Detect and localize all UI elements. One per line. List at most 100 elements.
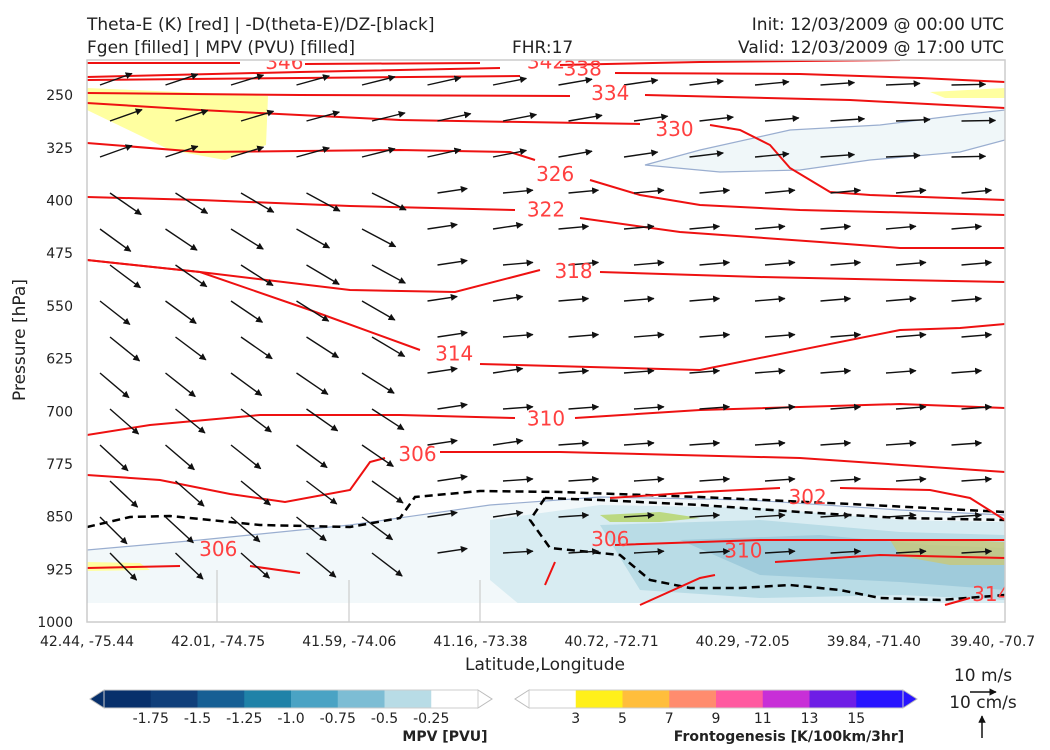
wind-arrow bbox=[296, 444, 328, 469]
wind-arrow bbox=[689, 295, 721, 303]
wind-arrow bbox=[371, 408, 405, 431]
wind-arrow bbox=[895, 403, 927, 411]
wind-arrow bbox=[699, 403, 731, 411]
wind-arrow bbox=[885, 223, 917, 231]
wind-arrow bbox=[568, 259, 600, 267]
colorbar-max-arrow bbox=[902, 689, 918, 709]
wind-arrow bbox=[558, 76, 593, 86]
wind-arrow bbox=[689, 511, 721, 519]
wind-arrow bbox=[820, 511, 852, 519]
colorbar-tick-label: -1.0 bbox=[277, 711, 304, 727]
y-tick-label: 775 bbox=[46, 457, 73, 473]
wind-arrow bbox=[492, 148, 528, 158]
wind-arrow bbox=[623, 295, 655, 303]
wind-arrow bbox=[558, 367, 590, 375]
wind-arrow bbox=[175, 408, 206, 434]
wind-arrow bbox=[830, 187, 862, 195]
x-tick-label: 41.59, -74.06 bbox=[302, 634, 396, 650]
theta-e-line-318 bbox=[87, 259, 1005, 294]
wind-arrow bbox=[99, 72, 133, 86]
wind-arrow bbox=[109, 408, 140, 435]
wind-arrow bbox=[820, 151, 856, 159]
wind-arrow bbox=[361, 300, 396, 321]
colorbar-swatch bbox=[716, 690, 764, 708]
wind-arrow bbox=[699, 331, 731, 339]
title-left-line1: Theta-E (K) [red] | -D(theta-E)/DZ-[blac… bbox=[87, 15, 435, 35]
wind-arrow bbox=[633, 331, 665, 339]
wind-arrow bbox=[951, 367, 983, 375]
wind-arrow bbox=[427, 365, 458, 374]
fgen-fill-upper-left bbox=[87, 88, 268, 160]
colorbar-swatch bbox=[529, 690, 577, 708]
wind-arrow bbox=[502, 187, 534, 195]
x-tick-label: 41.16, -73.38 bbox=[433, 634, 527, 650]
wind-arrow bbox=[240, 264, 274, 287]
wind-arrow bbox=[230, 516, 261, 543]
colorbar-tick-label: 11 bbox=[754, 711, 772, 727]
y-axis-label: Pressure [hPa] bbox=[10, 279, 30, 401]
colorbar-tick-label: 9 bbox=[712, 711, 721, 727]
wind-arrow bbox=[699, 548, 731, 556]
wind-arrow bbox=[296, 228, 331, 249]
theta-e-line-334 bbox=[87, 92, 1005, 109]
wind-arrow bbox=[492, 293, 524, 302]
wind-arrow bbox=[951, 439, 983, 447]
fgen-fill-upper-right bbox=[930, 88, 1005, 98]
wind-arrow bbox=[437, 473, 468, 482]
wind-arrow bbox=[830, 403, 862, 411]
theta-e-label: 314 bbox=[435, 342, 473, 366]
wind-arrow bbox=[99, 516, 128, 545]
wind-arrow bbox=[109, 552, 138, 581]
wind-arrow bbox=[764, 114, 800, 122]
wind-arrow bbox=[230, 372, 263, 397]
wind-arrow bbox=[961, 117, 997, 125]
theta-e-line-338 bbox=[87, 72, 1005, 83]
wind-arrow bbox=[699, 187, 731, 195]
colorbar-swatch bbox=[384, 690, 432, 708]
wind-key: 10 m/s 10 cm/s bbox=[949, 666, 1017, 738]
y-tick-label: 700 bbox=[46, 404, 73, 420]
wind-arrow bbox=[427, 293, 458, 302]
colorbar-swatch bbox=[150, 690, 198, 708]
wind-arrow bbox=[99, 228, 132, 252]
wind-arrow bbox=[764, 187, 796, 195]
wind-arrow bbox=[754, 295, 786, 303]
wind-arrow bbox=[109, 192, 142, 216]
wind-arrow bbox=[492, 509, 524, 518]
theta-e-label: 310 bbox=[527, 406, 565, 430]
theta-e-label: 330 bbox=[655, 117, 693, 141]
wind-arrow bbox=[961, 403, 993, 411]
theta-e-label: 346 bbox=[265, 50, 303, 74]
wind-arrow bbox=[885, 439, 917, 447]
wind-arrow bbox=[558, 439, 590, 447]
wind-arrow bbox=[427, 221, 458, 230]
wind-arrow bbox=[764, 548, 796, 556]
fgen-colorbar-label: Frontogenesis [K/100km/3hr] bbox=[674, 729, 904, 745]
wind-arrow bbox=[895, 475, 927, 483]
wind-arrow bbox=[109, 108, 143, 122]
wind-arrow bbox=[165, 144, 199, 158]
wind-arrow bbox=[437, 329, 468, 338]
colorbar-swatch bbox=[856, 690, 904, 708]
wind-arrow bbox=[99, 444, 129, 472]
wind-arrow bbox=[895, 259, 927, 267]
wind-arrow bbox=[895, 331, 927, 339]
theta-e-label: 306 bbox=[398, 442, 436, 466]
wind-arrow bbox=[623, 511, 655, 519]
theta-e-line-306b bbox=[544, 539, 1005, 586]
y-tick-label: 550 bbox=[46, 299, 73, 315]
wind-arrow bbox=[885, 80, 921, 88]
wind-arrow bbox=[502, 259, 534, 267]
colorbar-border bbox=[528, 689, 904, 709]
wind-arrow bbox=[371, 480, 404, 504]
bottom-blank bbox=[87, 603, 1005, 622]
wind-arrow bbox=[830, 331, 862, 339]
mpv-colorbar: -1.75 -1.5 -1.25 -1.0 -0.75 -0.5 -0.25 bbox=[89, 689, 493, 727]
wind-arrow bbox=[296, 74, 330, 86]
wind-arrow bbox=[1017, 226, 1047, 229]
y-tick-label: 625 bbox=[46, 352, 73, 368]
wind-arrow bbox=[1017, 443, 1047, 445]
wind-arrow bbox=[895, 187, 927, 195]
wind-arrow bbox=[689, 367, 721, 375]
wind-arrow bbox=[895, 548, 927, 556]
